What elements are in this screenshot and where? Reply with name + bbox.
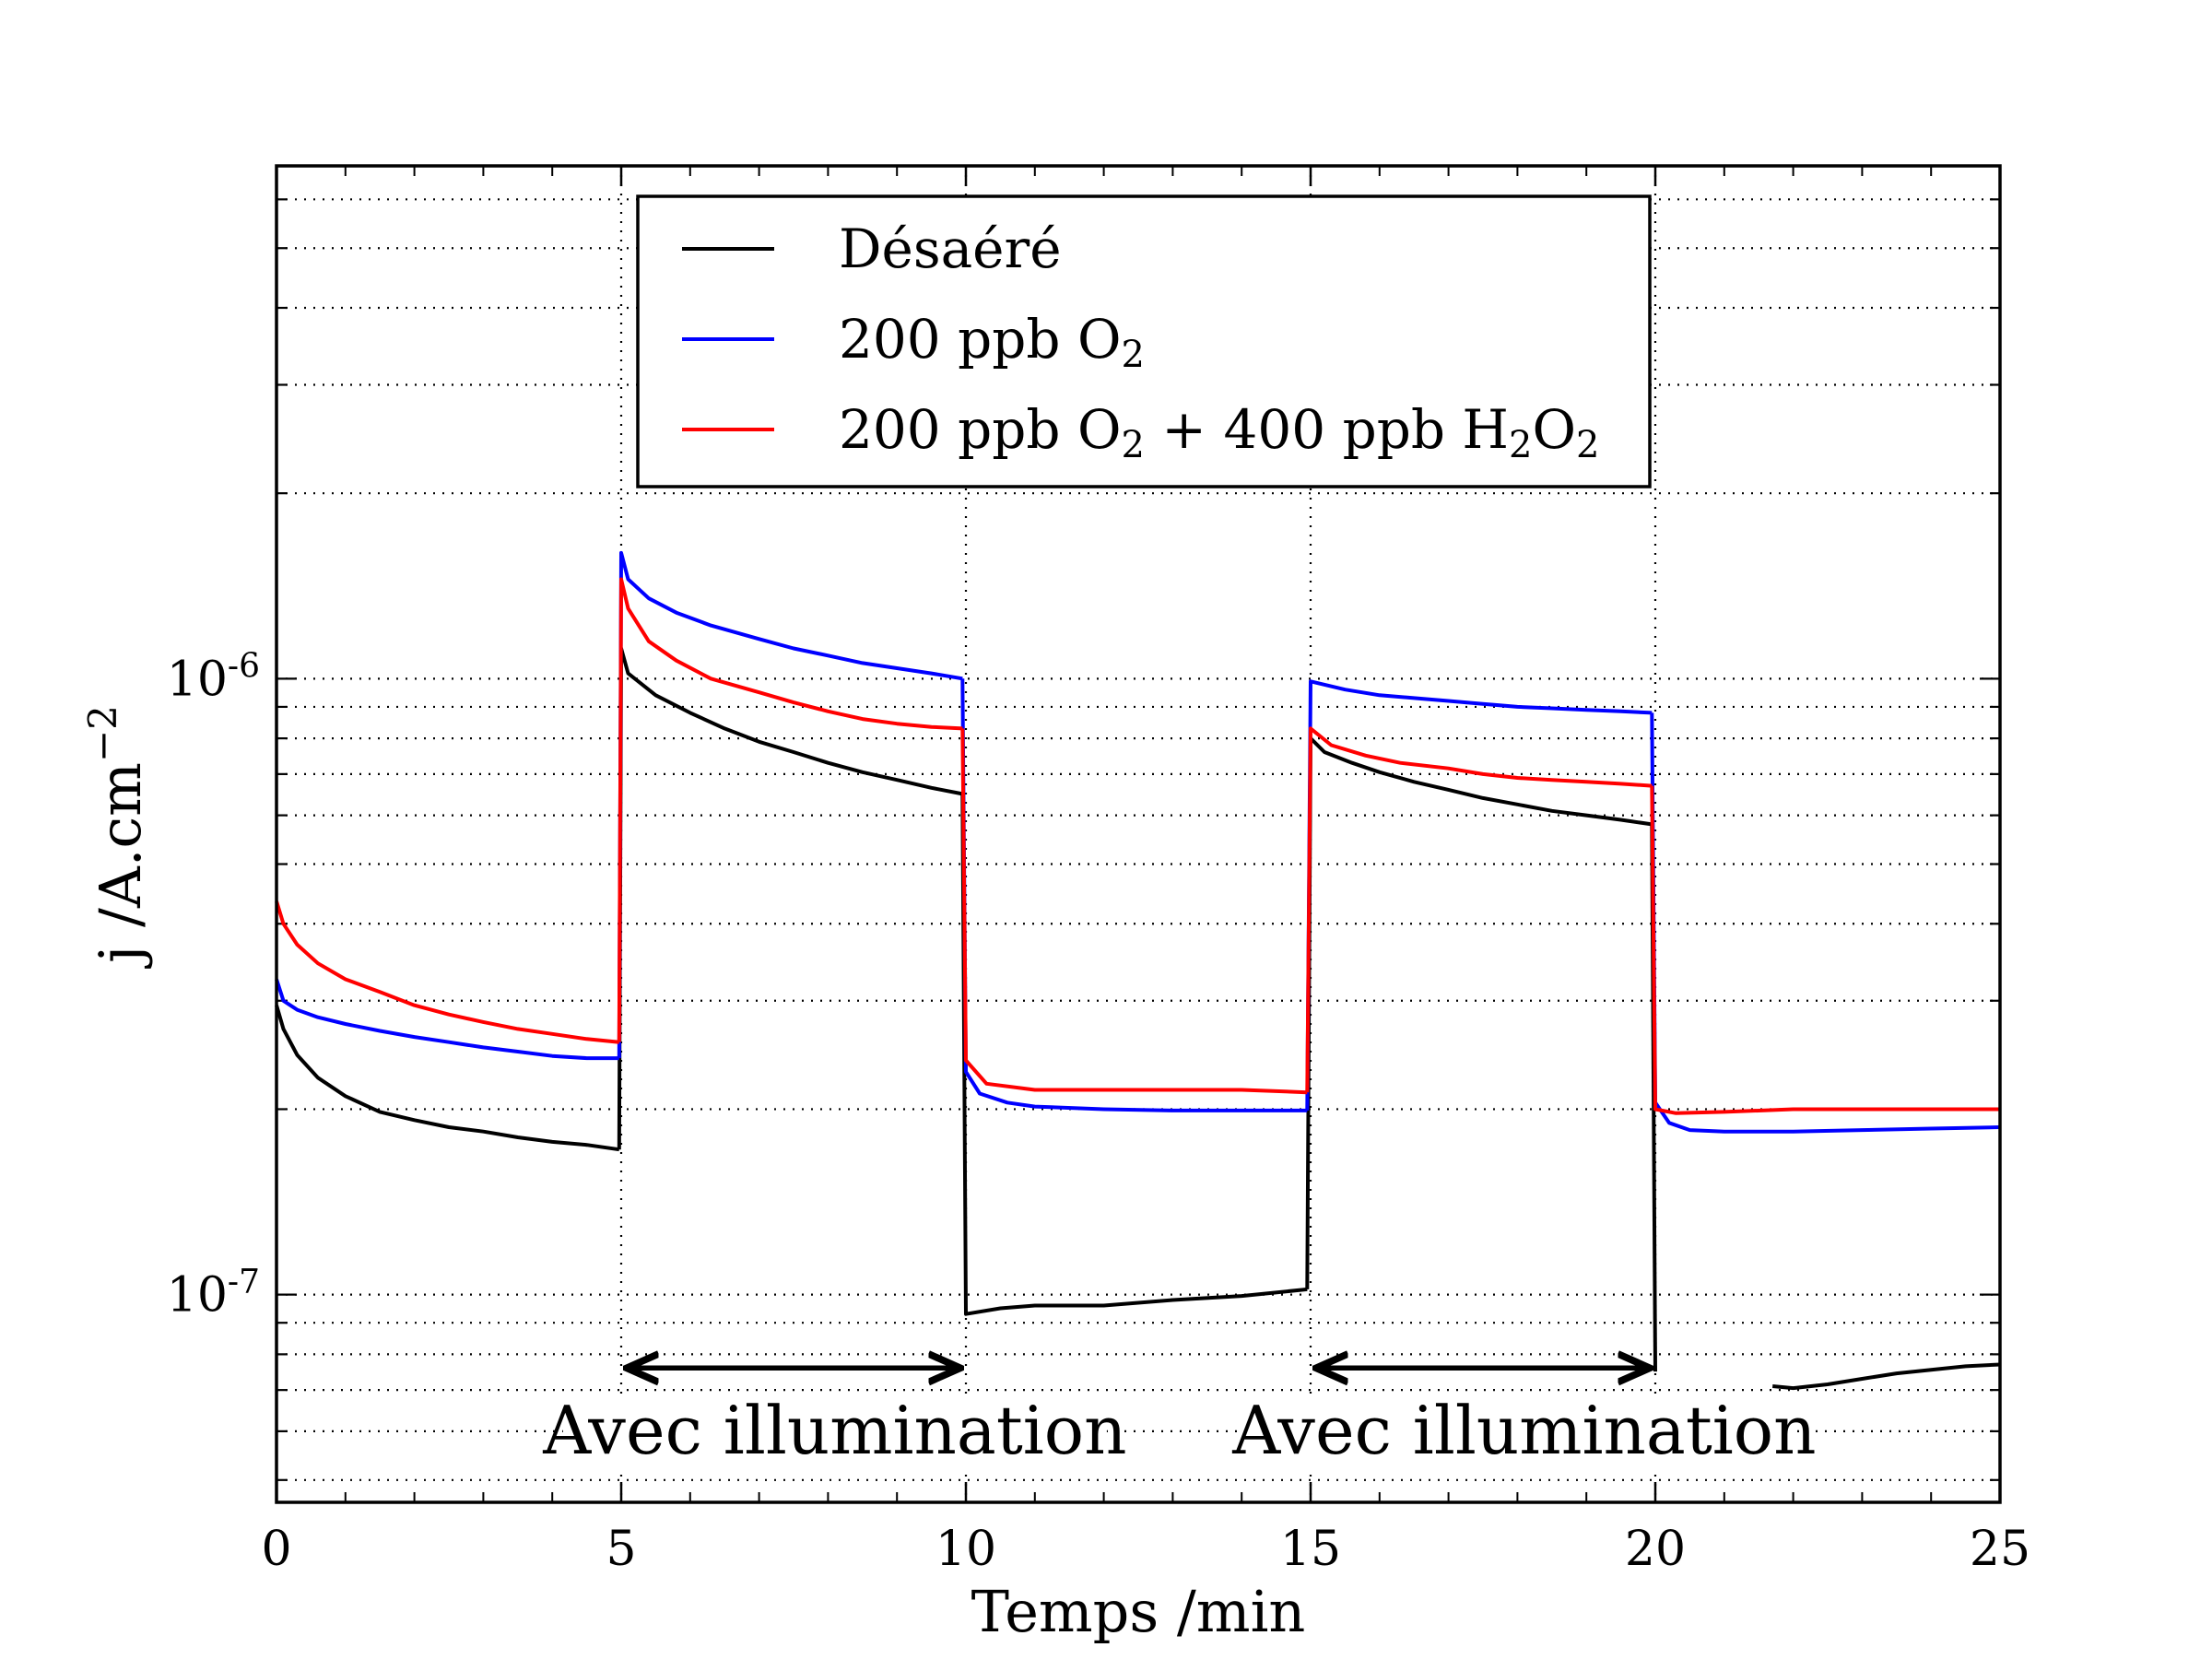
legend-label-red: 200 ppb O2 + 400 ppb H2O2: [839, 398, 1599, 466]
x-tick-label: 5: [606, 1522, 636, 1577]
svg-text:j /A.cm−2: j /A.cm−2: [80, 705, 154, 969]
series-line-blue: [617, 550, 963, 1059]
illumination-label: Avec illumination: [1231, 1392, 1816, 1469]
x-axis-label: Temps /min: [971, 1578, 1306, 1645]
tick-labels: 0 5 10 15 20 25 10-7 10-6: [167, 647, 2030, 1577]
series-line-blue: [960, 678, 1308, 1112]
series-line-black: [960, 794, 1308, 1316]
series-line-red: [1305, 726, 1653, 1093]
series-line-black: [275, 1005, 620, 1152]
annotation-background: [562, 1395, 1107, 1472]
x-tick-label: 10: [935, 1522, 996, 1577]
series-line-black: [1305, 736, 1653, 1289]
y-axis-label-exponent: −2: [80, 705, 125, 762]
series-line-black: [617, 646, 963, 1150]
legend-box: [636, 194, 1652, 488]
series-black: [275, 646, 2001, 1391]
series-line-red: [1650, 785, 2000, 1115]
grid-lines: [276, 166, 2000, 1502]
x-tick-label: 0: [261, 1522, 291, 1577]
series-line-black: [1772, 1362, 2001, 1391]
major-ticks: [275, 166, 2002, 1502]
x-tick-label: 15: [1280, 1522, 1341, 1577]
legend: Désaéré 200 ppb O2 200 ppb O2 + 400 ppb H2…: [636, 194, 1652, 488]
illumination-label: Avec illumination: [542, 1392, 1126, 1469]
legend-label-blue: 200 ppb O2: [839, 308, 1145, 376]
series-red: [275, 577, 2000, 1115]
y-axis-label: j /A.cm−2: [80, 705, 154, 969]
annotation-background: [1252, 1395, 1796, 1472]
y-tick-label: 10-7: [167, 1264, 260, 1324]
annotations: Avec illumination Avec illumination: [542, 1368, 1817, 1472]
y-axis-label-main: j /A.cm: [87, 762, 154, 969]
legend-label-black: Désaéré: [839, 218, 1062, 280]
minor-ticks: [276, 166, 2000, 1502]
series-lines: [275, 550, 2001, 1391]
x-tick-label: 20: [1625, 1522, 1686, 1577]
series-line-blue: [275, 978, 619, 1061]
series-line-red: [960, 728, 1308, 1095]
series-line-red: [617, 577, 963, 1042]
series-line-blue: [1650, 712, 2001, 1134]
plot-frame: [275, 164, 2002, 1504]
series-line-blue: [1305, 679, 1653, 1111]
series-line-red: [275, 900, 619, 1044]
series-blue: [275, 550, 2001, 1134]
x-tick-label: 25: [1970, 1522, 2030, 1577]
y-tick-label: 10-6: [167, 647, 260, 707]
